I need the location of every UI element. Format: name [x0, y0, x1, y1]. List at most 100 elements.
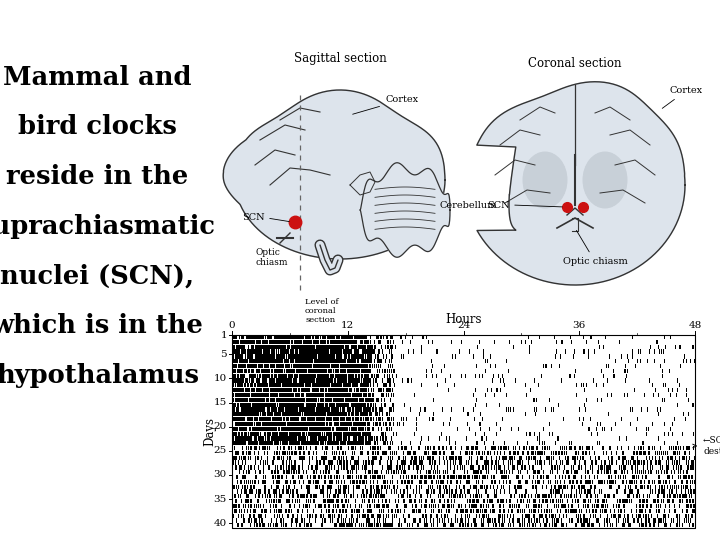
Bar	[467, 470, 468, 474]
Bar	[310, 393, 311, 397]
Bar	[313, 388, 314, 393]
Bar	[259, 494, 260, 498]
Bar	[638, 349, 639, 354]
Bar	[439, 451, 441, 455]
Bar	[361, 504, 362, 508]
Bar	[378, 388, 379, 393]
Bar	[641, 407, 642, 411]
Bar	[614, 514, 615, 518]
Bar	[283, 393, 284, 397]
Bar	[587, 504, 588, 508]
Bar	[518, 427, 519, 431]
Bar	[360, 436, 361, 441]
Bar	[292, 345, 293, 349]
Bar	[303, 374, 305, 378]
Bar	[246, 422, 248, 426]
Bar	[340, 427, 341, 431]
Bar	[336, 374, 337, 378]
Bar	[299, 456, 300, 460]
Bar	[246, 451, 248, 455]
Bar	[348, 379, 350, 383]
Bar	[567, 504, 569, 508]
Bar	[252, 345, 253, 349]
Bar	[564, 349, 566, 354]
Bar	[516, 484, 518, 489]
Bar	[287, 417, 288, 421]
Bar	[408, 402, 410, 407]
Bar	[576, 494, 577, 498]
Bar	[420, 480, 421, 484]
Bar	[271, 349, 272, 354]
Bar	[575, 369, 576, 373]
Bar	[299, 465, 300, 469]
Bar	[603, 383, 604, 388]
Bar	[279, 417, 280, 421]
Bar	[237, 349, 238, 354]
Bar	[292, 494, 293, 498]
Bar	[546, 456, 547, 460]
Bar	[286, 523, 287, 528]
Bar	[426, 480, 427, 484]
Bar	[438, 480, 439, 484]
Bar	[288, 514, 289, 518]
Bar	[255, 518, 256, 523]
Bar	[541, 451, 543, 455]
Bar	[308, 499, 309, 503]
Bar	[583, 456, 584, 460]
Bar	[376, 412, 377, 416]
Bar	[333, 364, 334, 368]
Bar	[583, 514, 584, 518]
Bar	[534, 407, 535, 411]
Bar	[252, 383, 253, 388]
Bar	[348, 518, 350, 523]
Bar	[254, 431, 255, 436]
Bar	[248, 431, 249, 436]
Bar	[351, 393, 353, 397]
Bar	[282, 451, 283, 455]
Bar	[431, 359, 432, 363]
Bar	[453, 461, 454, 465]
Bar	[364, 383, 365, 388]
Bar	[306, 494, 307, 498]
Bar	[340, 412, 341, 416]
Bar	[374, 422, 376, 426]
Bar	[354, 393, 356, 397]
Bar	[314, 340, 315, 344]
Bar	[317, 427, 318, 431]
Bar	[391, 436, 392, 441]
Bar	[342, 523, 343, 528]
Bar	[480, 422, 481, 426]
Bar	[277, 379, 279, 383]
Bar	[238, 514, 239, 518]
Bar	[331, 379, 333, 383]
Bar	[370, 407, 371, 411]
Bar	[276, 388, 277, 393]
Bar	[504, 514, 505, 518]
Bar	[370, 475, 371, 479]
Bar	[441, 369, 442, 373]
Bar	[307, 393, 308, 397]
Bar	[307, 349, 308, 354]
Bar	[336, 499, 337, 503]
Bar	[413, 461, 414, 465]
Bar	[536, 489, 537, 494]
Bar	[272, 359, 274, 363]
Bar	[291, 388, 292, 393]
Bar	[482, 436, 483, 441]
Bar	[308, 489, 309, 494]
Bar	[381, 509, 382, 513]
Bar	[401, 335, 402, 339]
Bar	[604, 518, 606, 523]
Bar	[237, 427, 238, 431]
Bar	[253, 388, 254, 393]
Bar	[303, 393, 305, 397]
Bar	[495, 364, 496, 368]
Bar	[474, 523, 475, 528]
Bar	[359, 369, 360, 373]
Bar	[348, 407, 350, 411]
Bar	[646, 475, 647, 479]
Bar	[395, 499, 396, 503]
Bar	[256, 436, 257, 441]
Bar	[449, 494, 450, 498]
Bar	[519, 446, 521, 450]
